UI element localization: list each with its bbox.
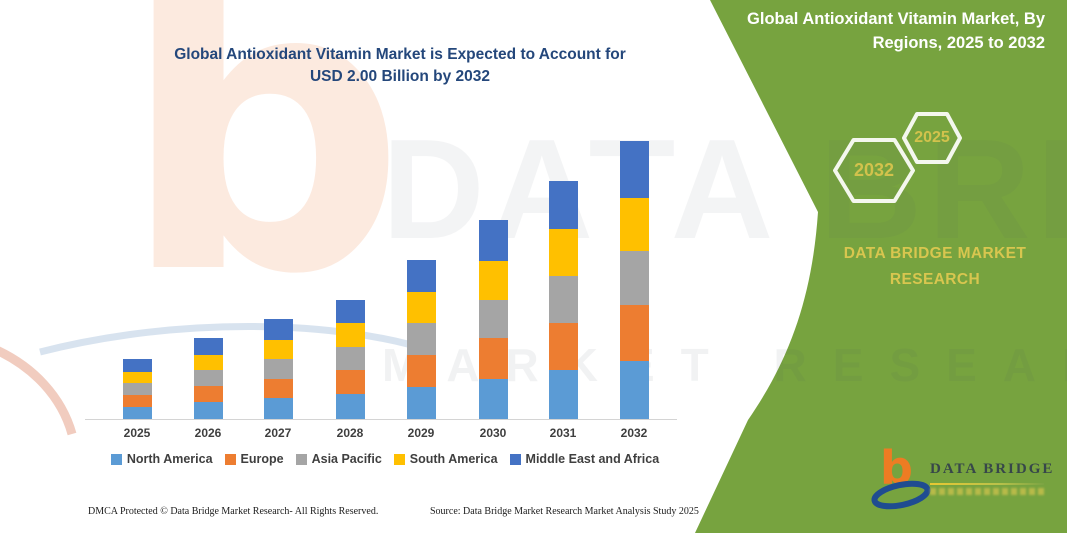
bar-segment-europe-2031 xyxy=(548,323,578,371)
legend-swatch-middle-east-and-africa xyxy=(509,453,521,465)
bar-segment-north-america-2025 xyxy=(122,406,152,419)
bar-segment-south-america-2030 xyxy=(478,260,508,300)
plot-area: 2025 2026 2027 2028 2029 2030 2031 2032 xyxy=(85,119,685,440)
bar-segment-south-america-2027 xyxy=(263,339,293,360)
bar-segment-europe-2030 xyxy=(478,338,508,379)
dbmr-logo: b DATA BRIDGE xyxy=(871,445,1055,513)
panel-heading-line2: Regions, 2025 to 2032 xyxy=(872,33,1045,52)
bar-segment-europe-2028 xyxy=(335,370,365,394)
bar-segment-europe-2029 xyxy=(406,355,436,387)
bar-segment-middle-east-and-africa-2025 xyxy=(122,359,152,372)
stacked-bar-2032 xyxy=(619,141,649,419)
bar-segment-middle-east-and-africa-2032 xyxy=(619,141,649,199)
bar-segment-north-america-2032 xyxy=(619,360,649,419)
hexagon-2025-outline xyxy=(902,112,962,164)
bar-segment-north-america-2031 xyxy=(548,370,578,419)
x-axis-label-2026: 2026 xyxy=(194,426,222,440)
legend-swatch-asia-pacific xyxy=(295,453,307,465)
bar-segment-middle-east-and-africa-2031 xyxy=(548,181,578,229)
chart-title-line1: Global Antioxidant Vitamin Market is Exp… xyxy=(174,46,626,63)
stacked-bar-2030 xyxy=(478,220,508,419)
hexagon-2032-label: 2032 xyxy=(853,160,895,180)
bar-segment-north-america-2026 xyxy=(193,402,223,419)
bar-segment-middle-east-and-africa-2029 xyxy=(406,260,436,293)
bar-segment-asia-pacific-2029 xyxy=(406,323,436,355)
bar-segment-europe-2026 xyxy=(193,385,223,403)
panel-heading: Global Antioxidant Vitamin Market, By Re… xyxy=(713,8,1045,56)
bar-segment-north-america-2027 xyxy=(263,398,293,419)
chart-title-line2: USD 2.00 Billion by 2032 xyxy=(309,68,491,86)
brand-text-line1: DATA BRIDGE MARKET xyxy=(843,245,1027,262)
bar-segment-europe-2025 xyxy=(122,395,152,407)
logo-underline xyxy=(930,483,1044,485)
legend-label-middle-east-and-africa: Middle East and Africa xyxy=(525,452,660,466)
logo-swoosh-icon xyxy=(871,480,931,510)
bar-segment-europe-2027 xyxy=(263,378,293,399)
hexagon-2025-label: 2025 xyxy=(914,129,950,146)
bar-segment-south-america-2025 xyxy=(122,371,152,383)
legend-item-europe: Europe xyxy=(224,452,284,466)
legend-item-south-america: South America xyxy=(393,452,498,466)
stacked-bar-2028 xyxy=(335,299,365,419)
logo-tagline xyxy=(930,488,1044,495)
stacked-bar-2026 xyxy=(193,338,223,419)
bar-segment-middle-east-and-africa-2030 xyxy=(478,220,508,261)
x-axis-line xyxy=(85,419,677,420)
bar-segment-asia-pacific-2027 xyxy=(263,359,293,379)
legend-label-asia-pacific: Asia Pacific xyxy=(311,452,382,466)
stacked-bar-2025 xyxy=(122,359,152,419)
x-axis-label-2028: 2028 xyxy=(336,426,364,440)
bar-segment-north-america-2029 xyxy=(406,387,436,419)
panel-heading-line1: Global Antioxidant Vitamin Market, By xyxy=(747,10,1045,28)
legend-item-asia-pacific: Asia Pacific xyxy=(295,452,382,466)
bar-segment-asia-pacific-2026 xyxy=(193,370,223,386)
bar-segment-middle-east-and-africa-2026 xyxy=(193,338,223,356)
x-axis-label-2030: 2030 xyxy=(479,426,507,440)
x-axis-label-2025: 2025 xyxy=(123,426,151,440)
footer-dmca-text: DMCA Protected © Data Bridge Market Rese… xyxy=(88,506,379,517)
bar-segment-asia-pacific-2031 xyxy=(548,275,578,324)
x-axis-label-2027: 2027 xyxy=(264,426,292,440)
stacked-bar-2029 xyxy=(406,260,436,419)
stacked-bar-2031 xyxy=(548,181,578,419)
bar-segment-north-america-2030 xyxy=(478,378,508,419)
logo-wordmark: DATA BRIDGE xyxy=(930,461,1055,477)
bar-segment-south-america-2031 xyxy=(548,228,578,276)
bar-segment-asia-pacific-2025 xyxy=(122,382,152,396)
brand-text: DATA BRIDGE MARKET RESEARCH xyxy=(818,241,1052,292)
legend-label-north-america: North America xyxy=(126,452,213,466)
bar-segment-europe-2032 xyxy=(619,305,649,361)
x-axis-label-2029: 2029 xyxy=(407,426,435,440)
footer-source-text: Source: Data Bridge Market Research Mark… xyxy=(430,506,699,517)
bar-segment-south-america-2029 xyxy=(406,292,436,323)
bar-segment-south-america-2028 xyxy=(335,323,365,347)
bar-segment-middle-east-and-africa-2028 xyxy=(335,299,365,324)
legend-label-europe: Europe xyxy=(240,452,284,466)
bar-segment-north-america-2028 xyxy=(335,394,365,419)
legend-label-south-america: South America xyxy=(409,452,498,466)
legend-swatch-north-america xyxy=(110,453,122,465)
chart-title: Global Antioxidant Vitamin Market is Exp… xyxy=(130,44,670,89)
x-axis-label-2031: 2031 xyxy=(549,426,577,440)
hexagon-2032-outline xyxy=(833,138,915,203)
bar-segment-south-america-2032 xyxy=(619,198,649,251)
legend-item-middle-east-and-africa: Middle East and Africa xyxy=(509,452,660,466)
stacked-bar-2027 xyxy=(263,318,293,419)
x-axis-label-2032: 2032 xyxy=(620,426,648,440)
bar-segment-south-america-2026 xyxy=(193,355,223,371)
bar-segment-middle-east-and-africa-2027 xyxy=(263,318,293,340)
legend-swatch-europe xyxy=(224,453,236,465)
bar-segment-asia-pacific-2028 xyxy=(335,346,365,371)
bar-segment-asia-pacific-2030 xyxy=(478,299,508,339)
brand-text-line2: RESEARCH xyxy=(889,270,981,288)
bar-segment-asia-pacific-2032 xyxy=(619,250,649,306)
legend-item-north-america: North America xyxy=(110,452,213,466)
chart-legend: North America Europe Asia Pacific South Ame… xyxy=(85,452,685,466)
legend-swatch-south-america xyxy=(393,453,405,465)
